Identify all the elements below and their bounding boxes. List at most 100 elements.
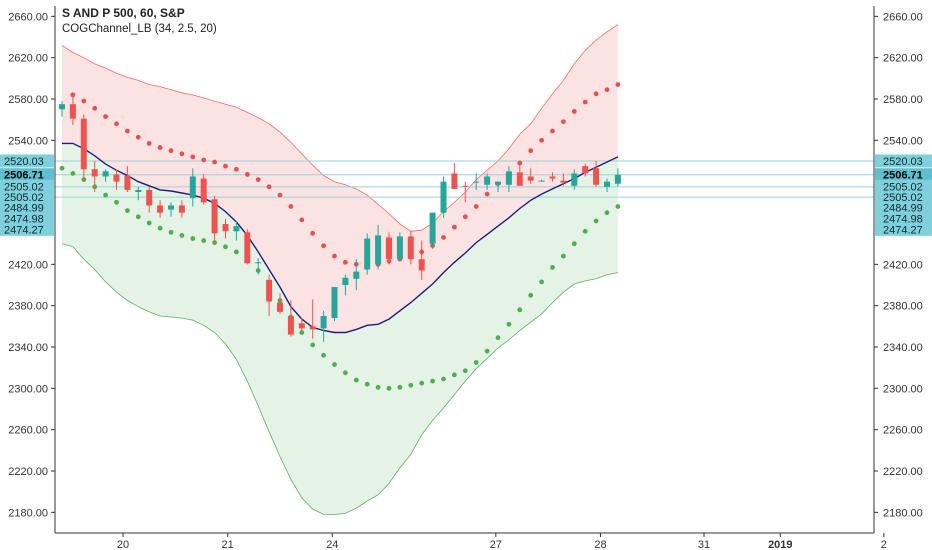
y-tick-label-left: 2380.00 — [8, 301, 48, 313]
candle-body — [200, 178, 207, 203]
lower-dot — [506, 321, 512, 327]
candle[interactable] — [277, 293, 283, 314]
candle[interactable] — [59, 101, 65, 117]
candle[interactable] — [538, 179, 545, 182]
price-tag-right — [875, 179, 932, 193]
candle[interactable] — [287, 300, 294, 337]
candle-body — [593, 168, 600, 185]
candle[interactable] — [124, 166, 131, 192]
candle[interactable] — [222, 218, 229, 239]
candle[interactable] — [527, 168, 534, 184]
candle[interactable] — [462, 181, 469, 203]
lower-dot — [528, 292, 534, 298]
candle[interactable] — [375, 225, 382, 270]
candle[interactable] — [200, 174, 207, 205]
candle[interactable] — [440, 176, 447, 218]
candle[interactable] — [298, 318, 305, 333]
candle[interactable] — [582, 164, 589, 177]
candle-body — [255, 262, 262, 264]
candle[interactable] — [451, 163, 458, 189]
candle[interactable] — [146, 186, 153, 213]
y-tick-label-right: 2620.00 — [883, 53, 923, 65]
candle[interactable] — [571, 169, 578, 190]
candle[interactable] — [429, 212, 436, 249]
candle[interactable] — [549, 172, 556, 182]
candle[interactable] — [516, 161, 523, 186]
price-tag-right — [875, 201, 932, 215]
price-tag-label-left: 2484.99 — [4, 203, 44, 215]
candle[interactable] — [80, 114, 87, 182]
upper-dot — [561, 119, 566, 125]
candle-body — [102, 171, 109, 177]
candle-body — [113, 174, 120, 182]
candle[interactable] — [113, 169, 120, 190]
candle-body — [407, 236, 414, 260]
candle[interactable] — [233, 220, 240, 241]
candle[interactable] — [593, 161, 600, 187]
upper-dot — [441, 235, 446, 240]
lower-dot — [70, 171, 76, 176]
channel-bands — [55, 6, 874, 533]
candle[interactable] — [244, 229, 251, 265]
upper-dot — [571, 109, 577, 114]
candle[interactable] — [211, 196, 218, 244]
candle[interactable] — [168, 202, 174, 217]
candle[interactable] — [418, 240, 425, 280]
candle[interactable] — [157, 200, 164, 218]
candle-body — [549, 176, 556, 179]
candle[interactable] — [386, 232, 392, 265]
candle[interactable] — [255, 258, 262, 275]
candle[interactable] — [407, 231, 414, 265]
price-tag-right — [875, 211, 932, 225]
candle[interactable] — [495, 181, 501, 192]
candle[interactable] — [396, 232, 403, 260]
lower-dot — [343, 370, 348, 376]
candle-body — [582, 166, 589, 174]
candle[interactable] — [69, 95, 76, 125]
candle[interactable] — [266, 274, 273, 316]
candle-body — [516, 172, 523, 186]
candle-body — [571, 173, 578, 186]
candle[interactable] — [102, 169, 109, 182]
y-tick-label-right: 2260.00 — [883, 425, 923, 437]
candle-body — [189, 176, 196, 199]
candle[interactable] — [484, 173, 491, 190]
upper-dot — [103, 114, 108, 119]
x-tick-label: 28 — [594, 539, 606, 550]
candle[interactable] — [505, 166, 512, 192]
upper-dot — [234, 166, 239, 172]
candle-body — [244, 232, 251, 264]
y-tick-label-right: 2580.00 — [883, 94, 923, 106]
upper-dot — [582, 99, 588, 105]
candles[interactable] — [59, 95, 621, 342]
candle[interactable] — [309, 299, 316, 339]
lower-dot — [114, 199, 119, 205]
lower-dot — [103, 192, 108, 198]
candle[interactable] — [320, 310, 327, 342]
candle[interactable] — [135, 186, 142, 201]
candle-body — [604, 181, 610, 187]
lower-dot — [495, 335, 501, 341]
candle[interactable] — [604, 178, 610, 192]
candle[interactable] — [91, 161, 98, 192]
indicator-label: COGChannel_LB (34, 2.5, 20) — [62, 23, 217, 35]
candle[interactable] — [473, 173, 480, 190]
candle[interactable] — [560, 173, 567, 186]
lower-dot — [582, 228, 588, 234]
price-tag-label-right: 2505.02 — [883, 181, 923, 193]
regression-line — [62, 142, 619, 334]
upper-dot — [70, 92, 76, 98]
price-tag-left — [0, 211, 54, 225]
lower-dot — [408, 382, 414, 388]
candle[interactable] — [353, 259, 360, 291]
candle[interactable] — [331, 287, 338, 322]
candle[interactable] — [614, 168, 621, 187]
candle[interactable] — [189, 168, 196, 207]
candle[interactable] — [364, 233, 371, 275]
candle[interactable] — [178, 200, 185, 218]
candle[interactable] — [342, 274, 349, 296]
upper-dot — [539, 137, 544, 143]
y-tick-label-left: 2340.00 — [8, 342, 48, 354]
lower-dot — [146, 220, 152, 226]
